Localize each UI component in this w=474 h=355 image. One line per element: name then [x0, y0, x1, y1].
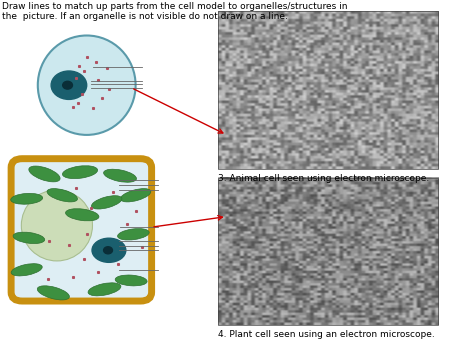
Text: Draw lines to match up parts from the cell model to organelles/structures in
the: Draw lines to match up parts from the ce… — [2, 2, 348, 21]
Circle shape — [63, 81, 73, 89]
Text: 4. Plant cell seen using an electron microscope.: 4. Plant cell seen using an electron mic… — [218, 330, 435, 339]
Ellipse shape — [115, 275, 147, 286]
Ellipse shape — [91, 196, 122, 209]
Ellipse shape — [11, 193, 43, 204]
Ellipse shape — [29, 166, 60, 182]
Ellipse shape — [47, 189, 77, 202]
FancyBboxPatch shape — [11, 159, 152, 301]
Ellipse shape — [65, 209, 99, 221]
Ellipse shape — [37, 286, 69, 300]
Ellipse shape — [63, 166, 98, 179]
Ellipse shape — [104, 169, 137, 182]
Circle shape — [104, 247, 112, 254]
Text: 3. Animal cell seen using electron microscope.: 3. Animal cell seen using electron micro… — [218, 174, 429, 183]
Ellipse shape — [13, 232, 45, 244]
Ellipse shape — [92, 238, 126, 262]
Ellipse shape — [88, 283, 121, 296]
Ellipse shape — [11, 264, 42, 276]
Ellipse shape — [21, 190, 92, 261]
Ellipse shape — [118, 229, 149, 240]
Ellipse shape — [51, 71, 87, 99]
Ellipse shape — [120, 189, 151, 202]
Ellipse shape — [38, 36, 136, 135]
